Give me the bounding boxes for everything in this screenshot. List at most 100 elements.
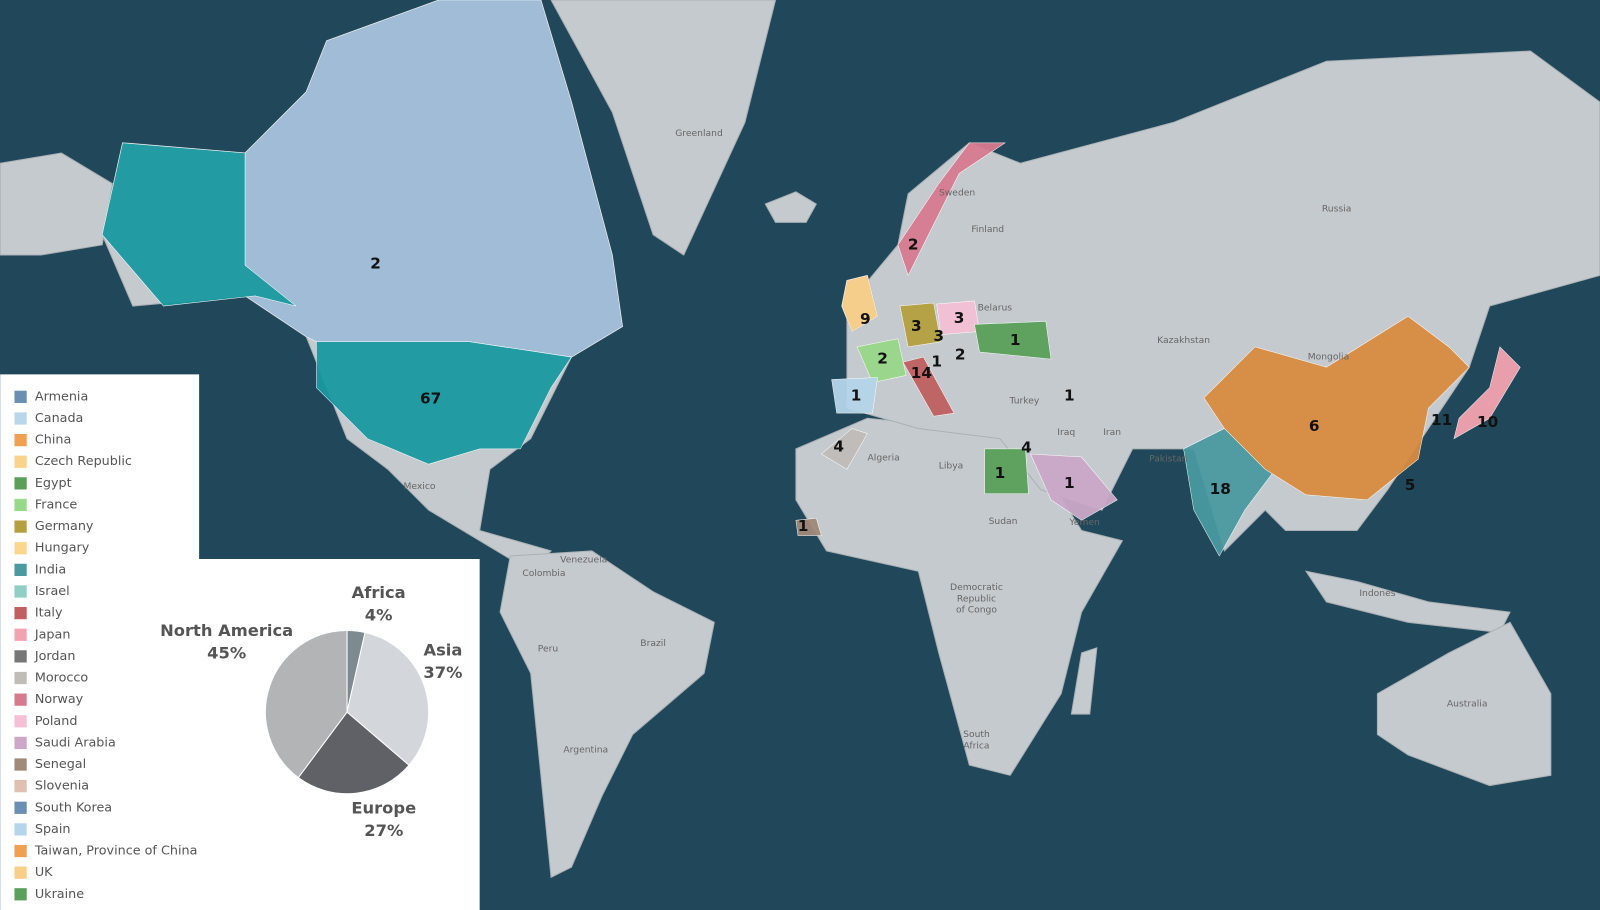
count-label: 18 bbox=[1210, 480, 1231, 498]
legend-swatch bbox=[14, 607, 27, 620]
highlighted-countries bbox=[101, 0, 1521, 557]
place-label: Sudan bbox=[989, 516, 1018, 527]
egypt bbox=[984, 448, 1029, 495]
place-label: Iran bbox=[1103, 427, 1121, 438]
legend-label: Israel bbox=[35, 584, 70, 599]
legend-swatch bbox=[14, 563, 27, 576]
madagascar bbox=[1070, 647, 1098, 715]
legend-swatch bbox=[14, 844, 27, 858]
pie-value-label: 4% bbox=[365, 606, 393, 625]
place-label: Russia bbox=[1322, 204, 1352, 215]
legend-label: Norway bbox=[35, 692, 84, 707]
place-label: Republic bbox=[957, 593, 996, 604]
italy bbox=[902, 356, 955, 417]
place-label: Yemen bbox=[1068, 517, 1100, 528]
count-label: 6 bbox=[1309, 417, 1320, 435]
japan bbox=[1453, 346, 1521, 440]
legend-swatch bbox=[14, 650, 27, 663]
place-label: Belarus bbox=[978, 303, 1013, 314]
count-label: 3 bbox=[933, 327, 944, 345]
pie-slice bbox=[297, 711, 410, 795]
legend-swatch bbox=[14, 888, 27, 901]
legend-label: Czech Republic bbox=[35, 454, 132, 469]
legend-swatch bbox=[14, 628, 27, 641]
count-label: 1 bbox=[1010, 331, 1021, 349]
legend-label: France bbox=[35, 497, 78, 512]
legend-label: UK bbox=[35, 865, 53, 880]
uk-region bbox=[841, 275, 878, 332]
pie-category-label: Africa bbox=[352, 583, 406, 602]
morocco bbox=[820, 428, 868, 470]
legend: Armenia Canada China Czech Republic Egypt Fra… bbox=[14, 389, 198, 902]
place-label: Iraq bbox=[1057, 427, 1075, 438]
china bbox=[1203, 315, 1470, 501]
legend-label: Taiwan, Province of China bbox=[34, 844, 198, 859]
legend-swatch bbox=[14, 477, 27, 490]
greenland bbox=[550, 0, 777, 256]
legend-label: Spain bbox=[35, 822, 71, 837]
count-label: 2 bbox=[370, 255, 381, 273]
place-label: Democratic bbox=[950, 582, 1003, 593]
legend-label: Poland bbox=[35, 714, 78, 729]
legend-label: Canada bbox=[35, 411, 84, 426]
saudi-arabia bbox=[1030, 453, 1118, 521]
usa bbox=[316, 341, 572, 465]
count-label: 2 bbox=[955, 346, 966, 364]
legend-swatch bbox=[14, 671, 27, 685]
count-label: 9 bbox=[860, 310, 871, 328]
legend-swatch bbox=[14, 801, 27, 814]
legend-label: Senegal bbox=[35, 757, 86, 772]
legend-swatch bbox=[14, 585, 27, 598]
place-label: of Congo bbox=[956, 605, 997, 616]
count-label: 11 bbox=[1431, 411, 1452, 429]
legend-label: China bbox=[35, 433, 71, 448]
place-label: Africa bbox=[963, 740, 989, 751]
iceland bbox=[764, 191, 818, 223]
place-label: Finland bbox=[971, 224, 1004, 235]
legend-label: Armenia bbox=[35, 389, 88, 404]
legend-label: Jordan bbox=[34, 649, 76, 664]
pie-category-label: North America bbox=[160, 621, 293, 640]
count-label: 10 bbox=[1477, 413, 1498, 431]
count-label: 67 bbox=[420, 389, 441, 407]
legend-label: South Korea bbox=[35, 800, 112, 815]
place-label: Turkey bbox=[1009, 395, 1040, 406]
legend-label: Hungary bbox=[35, 541, 90, 556]
place-label: Kazakhstan bbox=[1157, 335, 1210, 346]
pie-slice bbox=[346, 631, 430, 766]
legend-label: Morocco bbox=[35, 671, 89, 686]
legend-swatch bbox=[14, 780, 27, 793]
senegal bbox=[795, 517, 822, 536]
legend-label: Italy bbox=[35, 606, 63, 621]
place-label: Algeria bbox=[868, 453, 900, 464]
count-label: 2 bbox=[877, 350, 888, 368]
count-label: 5 bbox=[1405, 476, 1416, 494]
legend-swatch bbox=[14, 866, 27, 879]
pie-slice bbox=[264, 629, 348, 779]
legend-swatch bbox=[14, 455, 27, 468]
pie-category-label: Asia bbox=[423, 640, 462, 659]
place-label: Libya bbox=[939, 461, 964, 472]
spain bbox=[831, 377, 878, 414]
pie-value-label: 27% bbox=[364, 821, 403, 840]
count-label: 2 bbox=[908, 235, 919, 253]
legend-swatch bbox=[14, 736, 27, 750]
norway bbox=[897, 142, 1006, 277]
place-label: Indones bbox=[1359, 588, 1395, 599]
place-label: Pakistan bbox=[1149, 454, 1188, 465]
legend-swatch bbox=[14, 498, 27, 512]
legend-label: Japan bbox=[34, 627, 71, 642]
place-label: Brazil bbox=[640, 638, 666, 649]
pie-chart: Africa 4% Asia 37% Europe 27% North America 45% bbox=[160, 583, 462, 840]
count-label: 1 bbox=[798, 517, 809, 535]
place-label: Australia bbox=[1447, 698, 1488, 709]
canada bbox=[244, 0, 623, 358]
place-label: Mexico bbox=[403, 481, 435, 492]
legend-swatch bbox=[14, 520, 27, 533]
legend-swatch bbox=[14, 715, 27, 728]
count-label: 14 bbox=[911, 364, 932, 382]
count-label: 1 bbox=[1064, 474, 1075, 492]
place-label: Argentina bbox=[563, 744, 608, 755]
